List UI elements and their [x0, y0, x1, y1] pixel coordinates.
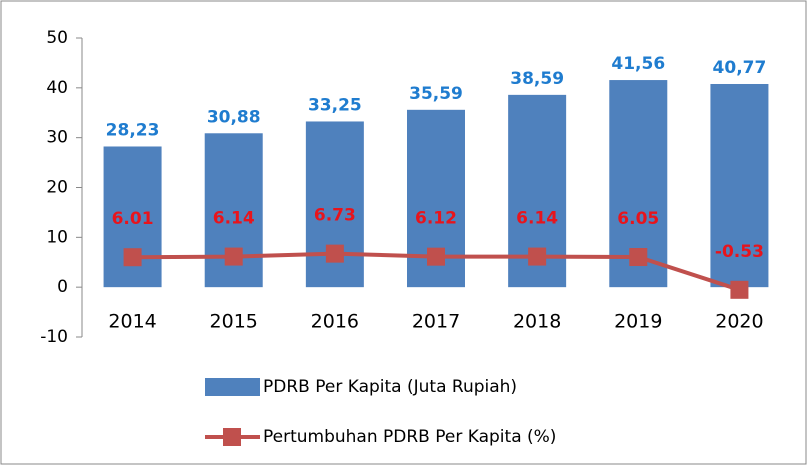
- bar-value-label: 28,23: [106, 120, 160, 140]
- bar-value-label: 35,59: [409, 84, 463, 104]
- y-tick-label: -10: [40, 327, 68, 347]
- line-value-label: 6.14: [213, 209, 255, 229]
- line-value-label: 6.12: [415, 209, 457, 229]
- x-tick-label: 2018: [513, 311, 561, 333]
- y-tick-label: 30: [46, 128, 68, 148]
- y-tick-label: 10: [46, 227, 68, 247]
- y-tick-label: 20: [46, 178, 68, 198]
- legend-marker: [223, 428, 241, 446]
- x-tick-label: 2019: [614, 311, 662, 333]
- x-tick-label: 2017: [412, 311, 460, 333]
- y-tick-label: 0: [57, 277, 68, 297]
- line-marker: [325, 244, 344, 263]
- bar: [710, 83, 769, 288]
- bar-value-label: 33,25: [308, 95, 362, 115]
- x-tick-label: 2016: [311, 311, 359, 333]
- line-marker: [427, 247, 445, 266]
- line-value-label: -0.53: [715, 242, 764, 262]
- x-tick-label: 2014: [108, 311, 156, 333]
- bar-value-label: 30,88: [207, 107, 261, 127]
- line-marker: [730, 280, 749, 299]
- bar-value-label: 38,59: [510, 69, 564, 89]
- legend-label: Pertumbuhan PDRB Per Kapita (%): [263, 427, 556, 447]
- line-value-label: 6.14: [516, 209, 558, 229]
- x-tick-label: 2020: [715, 311, 763, 333]
- line-marker: [629, 248, 648, 267]
- line-marker: [123, 248, 142, 267]
- y-tick-label: 40: [46, 78, 68, 98]
- line-value-label: 6.73: [314, 206, 356, 226]
- line-marker: [224, 247, 243, 266]
- bar-value-label: 41,56: [611, 54, 665, 74]
- legend-swatch: [205, 378, 260, 396]
- line-marker: [528, 247, 547, 266]
- x-tick-label: 2015: [210, 311, 258, 333]
- legend-label: PDRB Per Kapita (Juta Rupiah): [263, 377, 517, 397]
- bar-value-label: 40,77: [713, 58, 767, 78]
- line-value-label: 6.05: [617, 209, 659, 229]
- line-value-label: 6.01: [112, 209, 154, 229]
- y-tick-label: 50: [46, 28, 68, 48]
